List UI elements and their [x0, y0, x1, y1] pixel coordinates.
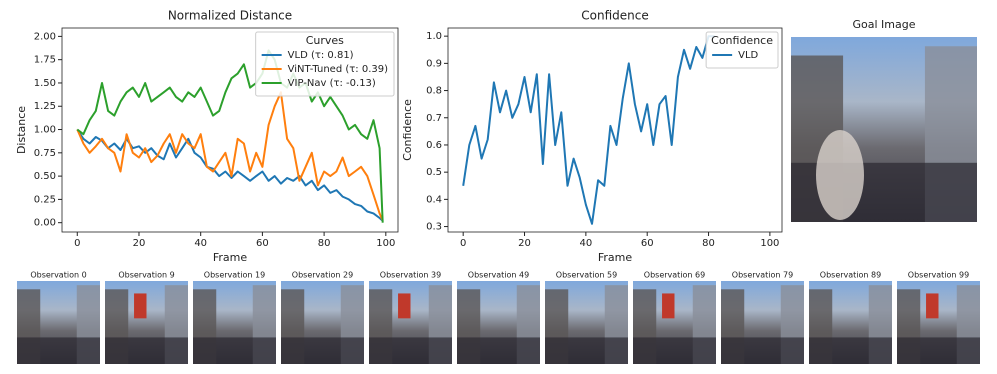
y-tick-label: 0.75 [34, 148, 56, 159]
observation-label: Observation 39 [380, 271, 441, 280]
observation-label: Observation 89 [820, 271, 881, 280]
sign [662, 293, 675, 319]
y-tick-label: 0.00 [34, 218, 56, 229]
y-tick-label: 1.50 [34, 78, 56, 89]
sign [134, 293, 147, 319]
axes-frame [447, 27, 783, 233]
person [816, 130, 864, 220]
crowd [809, 337, 892, 364]
crowd [457, 337, 540, 364]
crowd [721, 337, 804, 364]
x-tick-label: 60 [256, 238, 269, 249]
crowd [281, 337, 364, 364]
y-tick-label: 0.4 [426, 194, 442, 205]
goal-image-title: Goal Image [853, 18, 916, 31]
legend-label: ViNT-Tuned (τ: 0.39) [288, 64, 388, 75]
y-tick-label: 0.50 [34, 171, 56, 182]
crowd [17, 337, 100, 364]
series-line [76, 49, 384, 223]
observation-label: Observation 19 [204, 271, 265, 280]
x-tick-label: 80 [702, 238, 715, 249]
legend-title: Confidence [711, 34, 773, 47]
observation-label: Observation 99 [908, 271, 969, 280]
y-tick-label: 0.3 [426, 222, 442, 233]
legend: Confidence VLD [705, 31, 779, 69]
y-tick-label: 2.00 [34, 31, 56, 42]
y-tick-label: 1.0 [426, 31, 442, 42]
legend-box [255, 31, 395, 97]
y-tick-label: 0.6 [426, 140, 442, 151]
crowd [193, 337, 276, 364]
x-tick-label: 60 [641, 238, 654, 249]
observation-label: Observation 59 [556, 271, 617, 280]
y-axis-label: Distance [15, 106, 28, 154]
x-tick-label: 0 [74, 238, 80, 249]
crowd [105, 337, 188, 364]
y-tick-label: 1.00 [34, 125, 56, 136]
series-line [76, 91, 384, 222]
observation-label: Observation 29 [292, 271, 353, 280]
observation-label: Observation 49 [468, 271, 529, 280]
observation-label: Observation 69 [644, 271, 705, 280]
y-tick-label: 0.7 [426, 113, 442, 124]
x-axis-label: Frame [213, 251, 248, 264]
series-line [462, 35, 715, 225]
crowd [633, 337, 716, 364]
legend: Curves VLD (τ: 0.81) ViNT-Tuned (τ: 0.39) V… [255, 31, 395, 97]
x-tick-label: 20 [133, 238, 146, 249]
sign [926, 293, 939, 319]
x-tick-label: 40 [579, 238, 592, 249]
y-tick-label: 0.8 [426, 86, 442, 97]
x-tick-label: 0 [460, 238, 466, 249]
crowd [545, 337, 628, 364]
x-tick-label: 100 [760, 238, 779, 249]
legend-label: VLD (τ: 0.81) [288, 50, 354, 61]
y-axis-label: Confidence [401, 99, 414, 161]
legend-label: VIP-Nav (τ: -0.13) [288, 78, 376, 89]
x-axis-label: Frame [598, 251, 633, 264]
legend-box [705, 31, 779, 69]
observation-label: Observation 0 [30, 271, 86, 280]
legend-label: VLD [738, 50, 758, 61]
crowd [897, 337, 980, 364]
chart-title: Confidence [581, 9, 648, 23]
y-tick-label: 0.5 [426, 167, 442, 178]
observation-label: Observation 9 [118, 271, 174, 280]
y-tick-label: 1.25 [34, 101, 56, 112]
crowd [369, 337, 452, 364]
y-tick-label: 0.25 [34, 194, 56, 205]
x-tick-label: 40 [194, 238, 207, 249]
series-line [76, 128, 384, 222]
x-tick-label: 20 [518, 238, 531, 249]
axes-frame [61, 27, 399, 233]
chart-title: Normalized Distance [168, 9, 292, 23]
legend-title: Curves [306, 34, 344, 47]
sign [398, 293, 411, 319]
x-tick-label: 80 [318, 238, 331, 249]
observation-label: Observation 79 [732, 271, 793, 280]
x-tick-label: 100 [376, 238, 395, 249]
y-tick-label: 0.9 [426, 58, 442, 69]
y-tick-label: 1.75 [34, 55, 56, 66]
